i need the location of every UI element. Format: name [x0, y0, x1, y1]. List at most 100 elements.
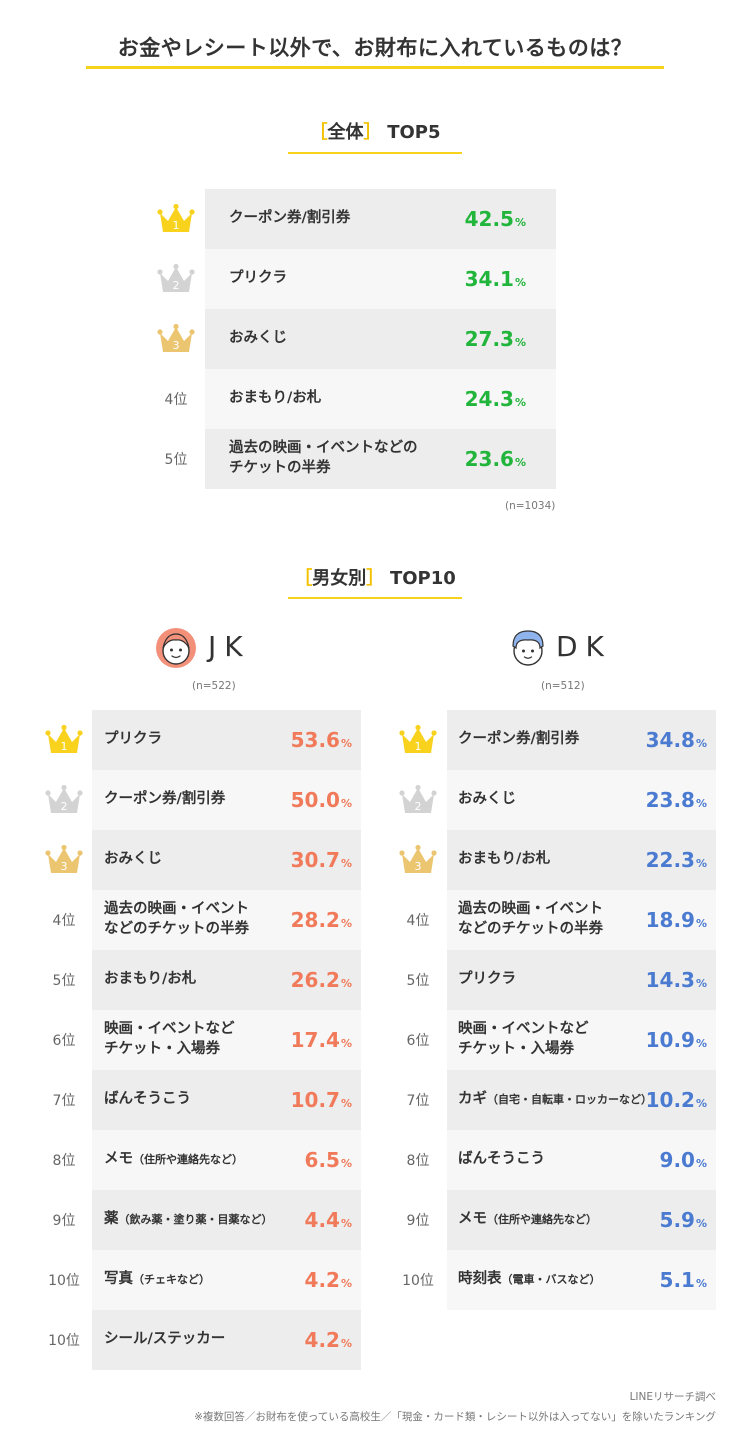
dk-sample-size: (n=512)	[541, 680, 585, 692]
table-row: 5位 おまもり/お札 26.2%	[0, 950, 750, 1010]
row-background	[447, 950, 716, 1010]
item-value-number: 4.2	[304, 1328, 340, 1352]
item-label-line: おまもり/お札	[229, 390, 322, 407]
percent-unit: %	[695, 1276, 707, 1290]
svg-text:3: 3	[173, 339, 180, 352]
item-value-number: 26.2	[290, 968, 340, 992]
jk-sample-size: (n=522)	[192, 680, 236, 692]
item-value-number: 9.0	[659, 1148, 695, 1172]
item-label-line: ばんそうこう	[104, 1091, 191, 1108]
rank-number: 7位	[406, 1093, 430, 1109]
percent-unit: %	[340, 856, 352, 870]
item-value: 23.8%	[597, 770, 707, 830]
table-row: 6位 映画・イベントなど チケット・入場券 10.9%	[0, 1010, 750, 1070]
table-row: 4位 過去の映画・イベント などのチケットの半券 18.9%	[0, 890, 750, 950]
row-background	[92, 1130, 361, 1190]
bronze-crown-icon: 3	[45, 844, 83, 873]
row-background	[92, 710, 361, 770]
overall-heading-underline	[288, 152, 462, 154]
percent-unit: %	[695, 1156, 707, 1170]
silver-crown-icon: 2	[399, 784, 437, 813]
rank-number: 9位	[406, 1213, 430, 1229]
item-label: 薬（飲み薬・塗り薬・目薬など）	[104, 1190, 294, 1250]
percent-unit: %	[514, 275, 526, 289]
item-value-number: 50.0	[290, 788, 340, 812]
rank-number: 4位	[52, 913, 76, 929]
percent-unit: %	[695, 1036, 707, 1050]
item-label-line: チケット・入場券	[104, 1041, 220, 1057]
item-label: 映画・イベントなど チケット・入場券	[458, 1010, 658, 1070]
item-label-line: ばんそうこう	[458, 1151, 545, 1168]
gender-heading: ［男女別］ TOP10	[0, 564, 750, 590]
item-label: 時刻表（電車・バスなど）	[458, 1250, 658, 1310]
row-background	[92, 770, 361, 830]
gender-heading-label: 男女別	[312, 568, 367, 589]
table-row: 7位 カギ（自宅・自転車・ロッカーなど） 10.2%	[0, 1070, 750, 1130]
item-label: メモ（住所や連絡先など）	[458, 1190, 658, 1250]
item-label: おまもり/お札	[104, 950, 294, 1010]
item-label: プリクラ	[229, 249, 449, 309]
row-background	[205, 309, 556, 369]
item-label-line: などのチケットの半券	[104, 921, 249, 937]
rank-number: 6位	[52, 1033, 76, 1049]
table-row: 1 プリクラ 53.6%	[0, 710, 750, 770]
item-value: 5.1%	[597, 1250, 707, 1310]
row-background	[205, 429, 556, 489]
item-label-note: （住所や連絡先など）	[487, 1213, 597, 1227]
rank-number: 7位	[52, 1093, 76, 1109]
percent-unit: %	[514, 215, 526, 229]
table-row: 10位 時刻表（電車・バスなど） 5.1%	[0, 1250, 750, 1310]
item-value-number: 53.6	[290, 728, 340, 752]
row-background	[447, 890, 716, 950]
overall-sample-size: (n=1034)	[505, 500, 556, 512]
table-row: 8位 メモ（住所や連絡先など） 6.5%	[0, 1130, 750, 1190]
item-value-number: 10.7	[290, 1088, 340, 1112]
percent-unit: %	[340, 1216, 352, 1230]
rank-number: 10位	[48, 1333, 80, 1349]
item-value: 42.5%	[416, 189, 526, 249]
table-row: 4位 過去の映画・イベント などのチケットの半券 28.2%	[0, 890, 750, 950]
table-row: 9位 メモ（住所や連絡先など） 5.9%	[0, 1190, 750, 1250]
table-row: 2 おみくじ 23.8%	[0, 770, 750, 830]
item-label-line: プリクラ	[229, 270, 287, 287]
percent-unit: %	[695, 976, 707, 990]
table-row: 10位 写真（チェキなど） 4.2%	[0, 1250, 750, 1310]
row-background	[205, 249, 556, 309]
svg-text:3: 3	[415, 860, 422, 873]
item-value: 4.2%	[242, 1250, 352, 1310]
percent-unit: %	[695, 856, 707, 870]
row-background	[92, 950, 361, 1010]
row-background	[447, 1250, 716, 1310]
item-label-main: 写真	[104, 1271, 133, 1288]
item-value-number: 4.4	[304, 1208, 340, 1232]
row-background	[92, 1010, 361, 1070]
item-value-number: 24.3	[464, 387, 514, 411]
item-value: 34.8%	[597, 710, 707, 770]
item-label: おみくじ	[229, 309, 449, 369]
rank-number: 4位	[164, 392, 188, 408]
item-value-number: 4.2	[304, 1268, 340, 1292]
item-label: ばんそうこう	[104, 1070, 294, 1130]
item-label-line: 過去の映画・イベント	[458, 901, 603, 918]
item-label-line: シール/ステッカー	[104, 1331, 226, 1348]
item-value: 24.3%	[416, 369, 526, 429]
item-value-number: 34.1	[464, 267, 514, 291]
percent-unit: %	[695, 796, 707, 810]
item-label-line: 映画・イベントなど	[458, 1021, 589, 1038]
item-label-main: 時刻表	[458, 1271, 502, 1288]
row-background	[92, 1310, 361, 1370]
title-underline	[86, 66, 664, 69]
svg-text:1: 1	[415, 740, 422, 753]
item-value: 27.3%	[416, 309, 526, 369]
percent-unit: %	[340, 1156, 352, 1170]
overall-heading-label: 全体	[327, 122, 364, 143]
page-title: お金やレシート以外で、お財布に入れているものは？	[117, 36, 633, 60]
table-row: 1 クーポン券/割引券 34.8%	[0, 710, 750, 770]
gender-heading-underline	[288, 597, 462, 599]
gender-heading-suffix: TOP10	[389, 568, 456, 589]
rank-number: 6位	[406, 1033, 430, 1049]
item-label: 過去の映画・イベントなどのチケットの半券	[229, 429, 449, 489]
rank-number: 8位	[406, 1153, 430, 1169]
row-background	[447, 1010, 716, 1070]
item-value: 53.6%	[242, 710, 352, 770]
